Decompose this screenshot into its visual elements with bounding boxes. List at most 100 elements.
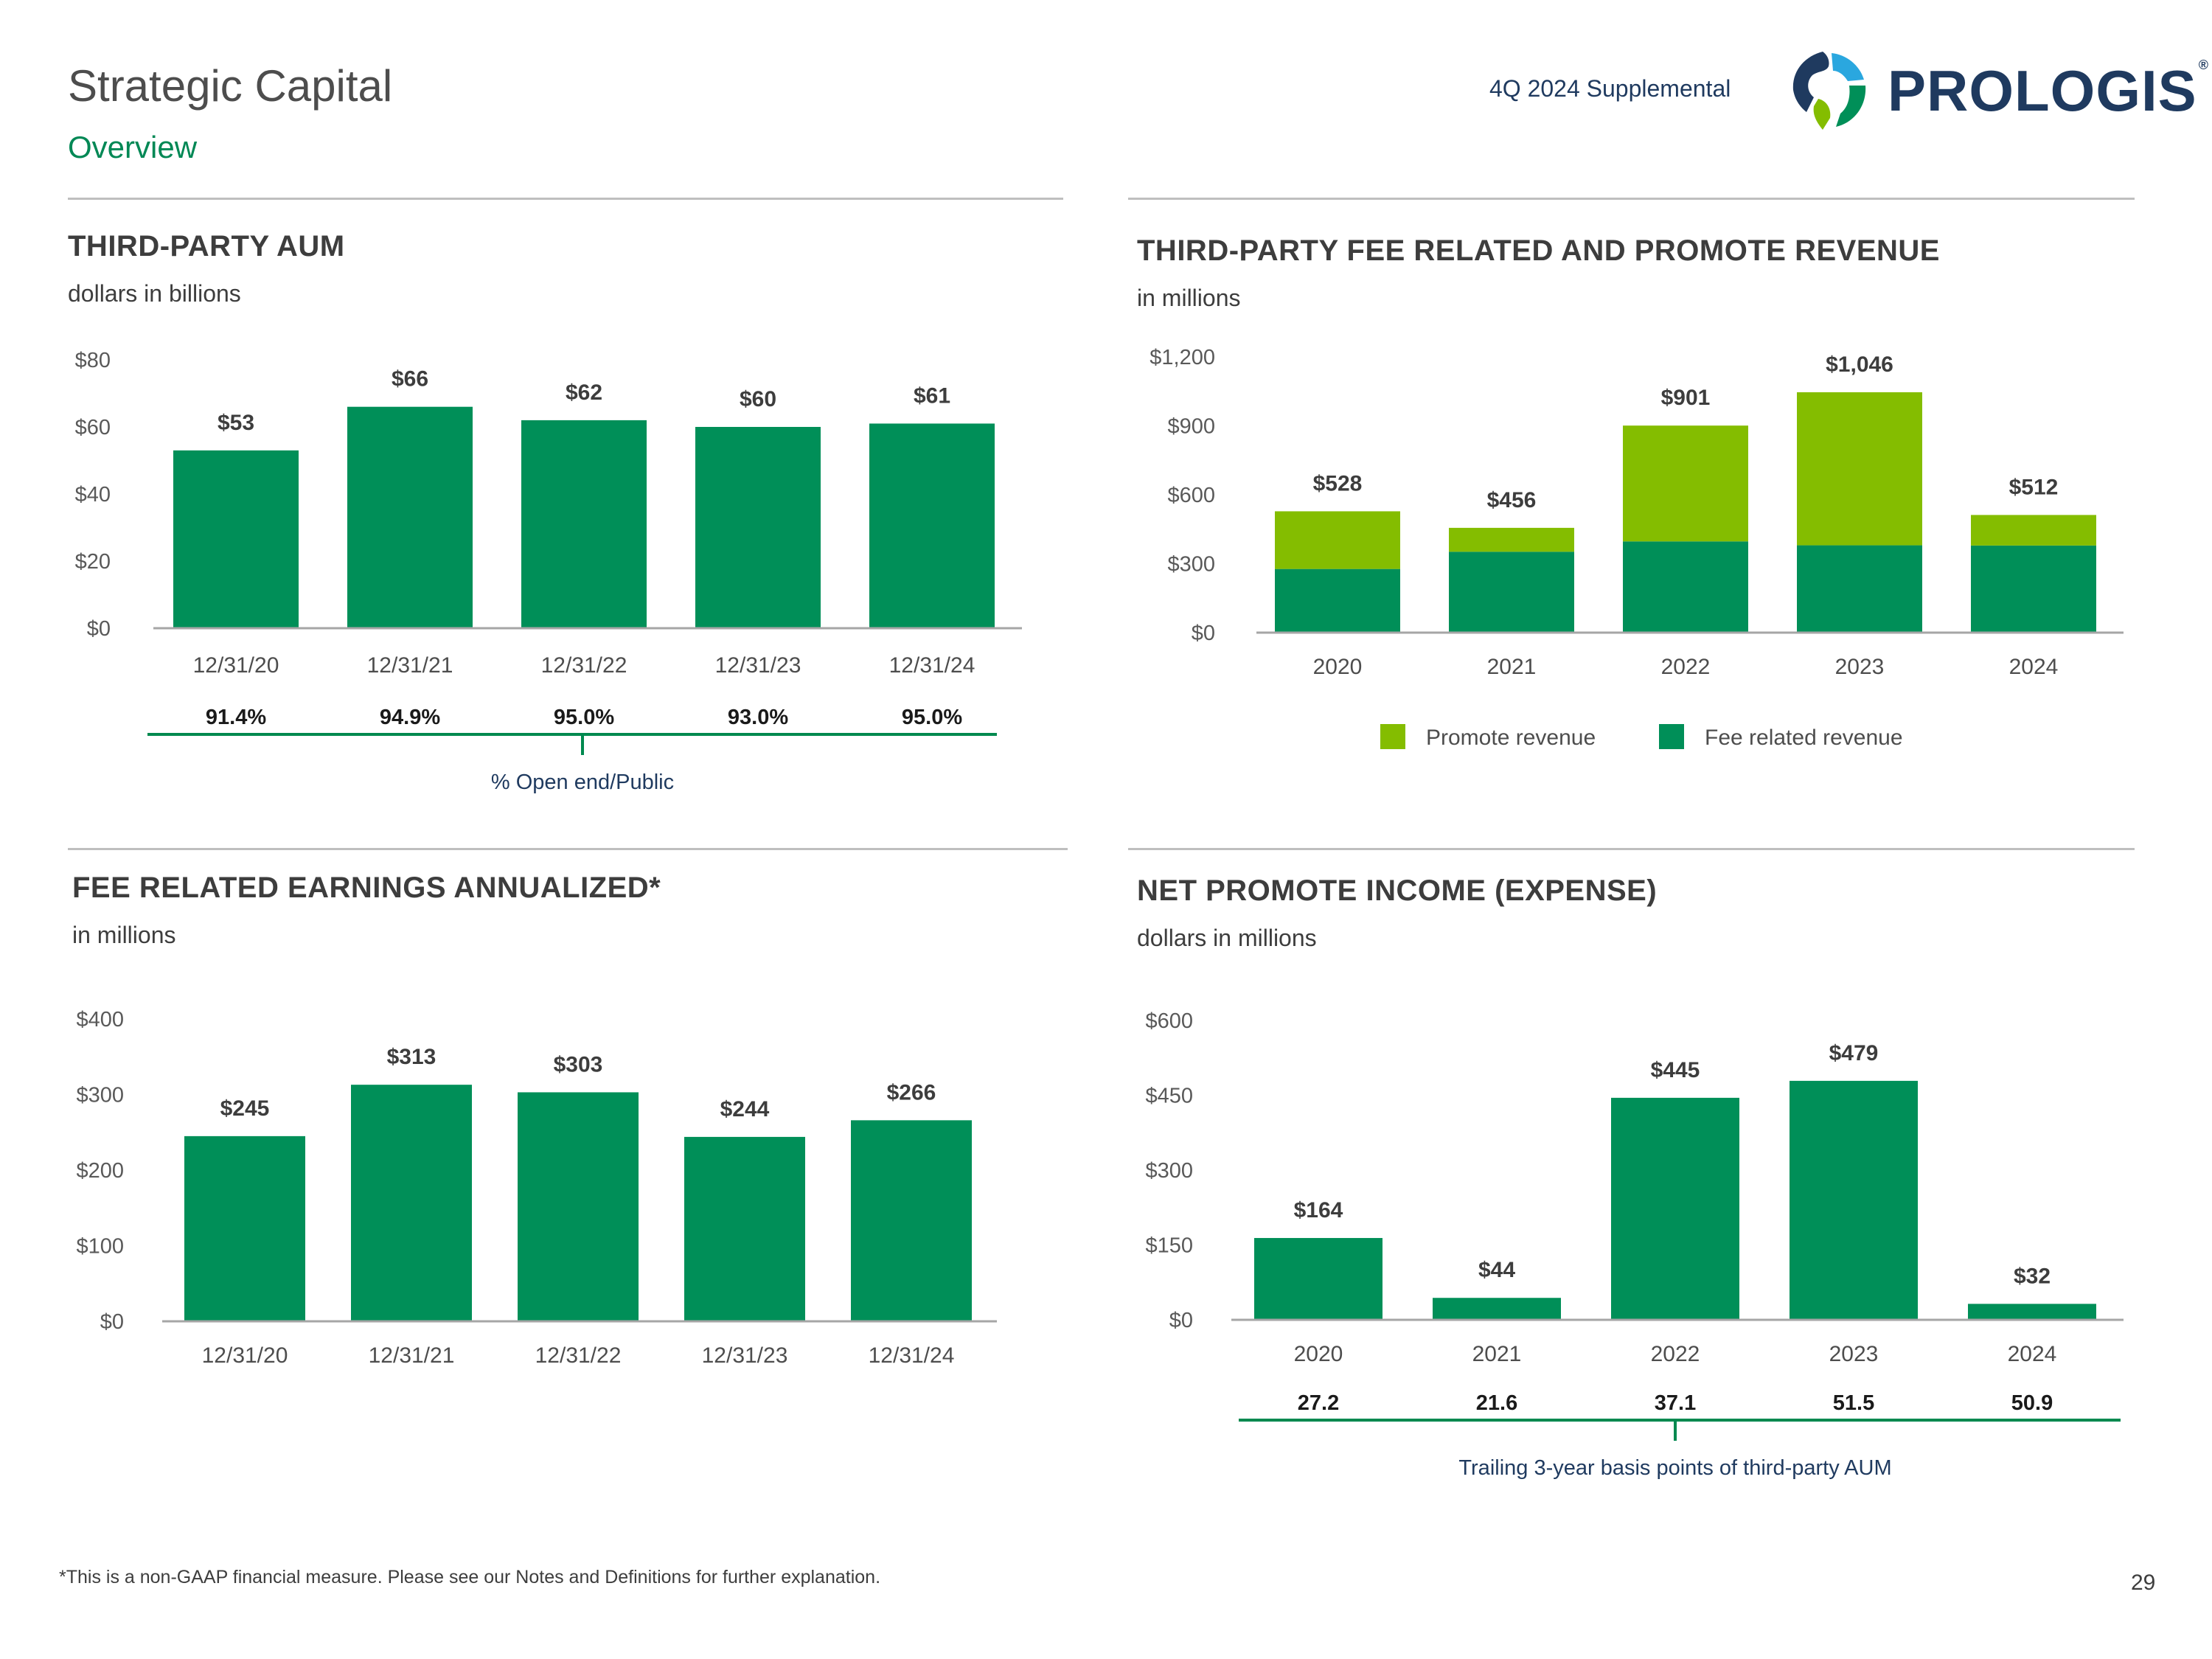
fre-category-label: 12/31/20 bbox=[202, 1343, 288, 1368]
aum-data-label: $60 bbox=[740, 387, 776, 411]
promote-data-label: $32 bbox=[2014, 1264, 2051, 1288]
promote-data-label: $44 bbox=[1478, 1258, 1515, 1282]
revenue-legend-label: Fee related revenue bbox=[1705, 726, 1903, 750]
fre-bar bbox=[351, 1085, 472, 1321]
revenue-bar-fee bbox=[1623, 541, 1748, 633]
fre-bar bbox=[518, 1092, 639, 1321]
promote-bar bbox=[1968, 1304, 2096, 1320]
promote-bar bbox=[1790, 1080, 1918, 1320]
fre-y-tick-label: $400 bbox=[76, 1008, 124, 1032]
divider-bottom-left bbox=[68, 848, 1068, 850]
aum-section-title: THIRD-PARTY AUM bbox=[68, 230, 345, 262]
aum-category-label: 12/31/24 bbox=[889, 653, 975, 678]
fre-bar bbox=[851, 1120, 972, 1321]
aum-data-label: $61 bbox=[914, 383, 950, 408]
divider-bottom-right bbox=[1128, 848, 2135, 850]
revenue-bar-fee bbox=[1797, 545, 1922, 633]
promote-sub-row-value: 21.6 bbox=[1476, 1391, 1517, 1415]
promote-category-label: 2021 bbox=[1472, 1342, 1522, 1366]
revenue-bar-promote bbox=[1449, 527, 1574, 552]
logo-text: PROLOGIS bbox=[1888, 58, 2197, 123]
revenue-data-label: $1,046 bbox=[1826, 352, 1893, 377]
promote-y-tick-label: $150 bbox=[1145, 1234, 1193, 1258]
fre-category-label: 12/31/22 bbox=[535, 1343, 622, 1368]
page-subtitle: Overview bbox=[68, 130, 198, 164]
revenue-category-label: 2020 bbox=[1313, 655, 1363, 679]
promote-sub-row-value: 27.2 bbox=[1298, 1391, 1339, 1415]
revenue-y-tick-label: $300 bbox=[1167, 553, 1215, 577]
promote-sub-row-value: 51.5 bbox=[1833, 1391, 1874, 1415]
fre-y-tick-label: $0 bbox=[100, 1310, 124, 1334]
aum-section-subtitle: dollars in billions bbox=[68, 280, 241, 307]
promote-sub-row-value: 50.9 bbox=[2011, 1391, 2053, 1415]
revenue-data-label: $901 bbox=[1661, 386, 1711, 410]
fre-data-label: $303 bbox=[554, 1052, 603, 1077]
revenue-section-title: THIRD-PARTY FEE RELATED AND PROMOTE REVE… bbox=[1137, 234, 1940, 267]
promote-sub-row-label: Trailing 3-year basis points of third-pa… bbox=[1458, 1456, 1891, 1480]
revenue-bar-promote bbox=[1623, 425, 1748, 542]
aum-y-tick-label: $0 bbox=[87, 617, 111, 641]
promote-category-label: 2024 bbox=[2008, 1342, 2057, 1366]
promote-data-label: $445 bbox=[1651, 1058, 1700, 1082]
aum-sub-row-value: 93.0% bbox=[728, 706, 788, 729]
aum-sub-row-value: 94.9% bbox=[380, 706, 440, 729]
promote-category-label: 2023 bbox=[1829, 1342, 1879, 1366]
aum-y-tick-label: $80 bbox=[75, 349, 111, 372]
fre-section-subtitle: in millions bbox=[72, 922, 176, 948]
promote-bar bbox=[1254, 1238, 1382, 1320]
revenue-section-subtitle: in millions bbox=[1137, 285, 1241, 311]
promote-y-tick-label: $600 bbox=[1145, 1009, 1193, 1033]
revenue-bar-promote bbox=[1275, 511, 1400, 569]
aum-sub-row-value: 95.0% bbox=[554, 706, 614, 729]
promote-bar bbox=[1433, 1298, 1561, 1320]
promote-data-label: $479 bbox=[1829, 1041, 1879, 1065]
fre-section-title: FEE RELATED EARNINGS ANNUALIZED* bbox=[72, 872, 661, 904]
promote-y-tick-label: $300 bbox=[1145, 1159, 1193, 1183]
fre-data-label: $244 bbox=[720, 1097, 770, 1121]
aum-y-tick-label: $60 bbox=[75, 416, 111, 439]
footnote: *This is a non-GAAP financial measure. P… bbox=[59, 1567, 881, 1587]
fre-y-tick-label: $100 bbox=[76, 1235, 124, 1259]
revenue-legend-swatch bbox=[1380, 724, 1405, 749]
globe-logo-icon bbox=[1792, 52, 1866, 130]
aum-y-tick-label: $20 bbox=[75, 550, 111, 574]
prologis-logo: PROLOGIS ® bbox=[1784, 46, 2208, 134]
aum-category-label: 12/31/23 bbox=[715, 653, 801, 678]
promote-section-subtitle: dollars in millions bbox=[1137, 925, 1317, 951]
fre-bar bbox=[684, 1136, 805, 1321]
fre-category-label: 12/31/23 bbox=[702, 1343, 788, 1368]
aum-category-label: 12/31/21 bbox=[367, 653, 453, 678]
promote-category-label: 2020 bbox=[1294, 1342, 1343, 1366]
registered-mark: ® bbox=[2198, 58, 2209, 72]
revenue-data-label: $512 bbox=[2009, 475, 2059, 499]
fre-category-label: 12/31/21 bbox=[369, 1343, 455, 1368]
aum-bar bbox=[347, 406, 473, 628]
fre-y-tick-label: $300 bbox=[76, 1084, 124, 1107]
aum-sub-row-value: 95.0% bbox=[902, 706, 962, 729]
aum-sub-row-label: % Open end/Public bbox=[491, 771, 674, 794]
divider-top-right bbox=[1128, 198, 2135, 200]
revenue-y-tick-label: $0 bbox=[1192, 622, 1215, 645]
promote-data-label: $164 bbox=[1294, 1198, 1343, 1222]
aum-bar bbox=[521, 420, 647, 628]
revenue-y-tick-label: $1,200 bbox=[1150, 346, 1215, 369]
revenue-category-label: 2021 bbox=[1487, 655, 1537, 679]
promote-y-tick-label: $0 bbox=[1169, 1309, 1193, 1332]
fre-category-label: 12/31/24 bbox=[869, 1343, 955, 1368]
fre-data-label: $313 bbox=[387, 1045, 437, 1069]
promote-sub-row-value: 37.1 bbox=[1655, 1391, 1696, 1415]
divider-top-left bbox=[68, 198, 1063, 200]
aum-data-label: $66 bbox=[392, 367, 428, 392]
revenue-category-label: 2024 bbox=[2009, 655, 2059, 679]
aum-bar bbox=[695, 427, 821, 628]
promote-section-title: NET PROMOTE INCOME (EXPENSE) bbox=[1137, 874, 1658, 907]
revenue-data-label: $456 bbox=[1487, 488, 1537, 512]
aum-bar bbox=[173, 450, 299, 628]
aum-y-tick-label: $40 bbox=[75, 483, 111, 507]
page-title: Strategic Capital bbox=[68, 61, 393, 111]
revenue-y-tick-label: $600 bbox=[1167, 484, 1215, 507]
aum-sub-row-value: 91.4% bbox=[206, 706, 266, 729]
